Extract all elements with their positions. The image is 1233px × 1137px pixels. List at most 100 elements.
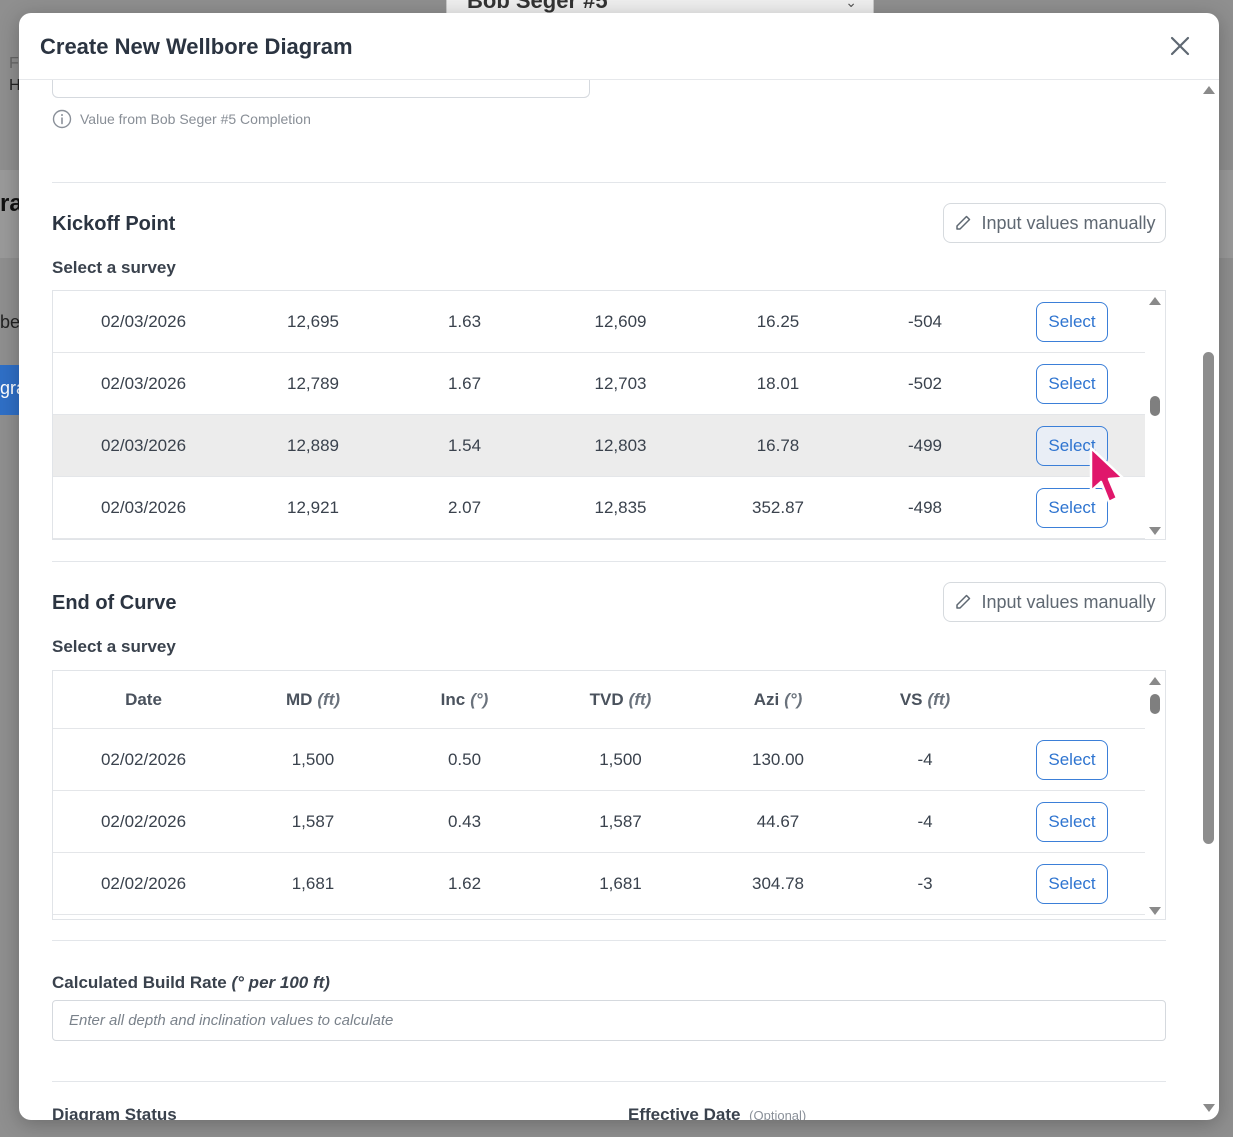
scrollbar-thumb[interactable] xyxy=(1150,694,1160,714)
table-row-hovered: 02/03/2026 12,889 1.54 12,803 16.78 -499… xyxy=(53,415,1146,477)
end-of-curve-survey-table[interactable]: Date MD (ft) Inc (°) TVD (ft) Azi (°) VS (ft)… xyxy=(52,670,1166,920)
select-button[interactable]: Select xyxy=(1036,801,1108,842)
column-header-label: MD xyxy=(285,689,313,709)
select-button[interactable]: Select xyxy=(1036,863,1108,904)
tvd-cell: 12,835 xyxy=(594,497,647,517)
action-cell: Select xyxy=(998,291,1146,352)
vs-cell: -502 xyxy=(907,373,943,393)
inc-cell: 2.07 xyxy=(447,497,482,517)
vs-cell: -3 xyxy=(917,873,933,893)
end-of-curve-input-manually-button[interactable]: Input values manually xyxy=(943,582,1166,622)
pencil-icon xyxy=(956,594,971,609)
vs-cell: -4 xyxy=(917,749,933,769)
vs-cell: -504 xyxy=(907,311,943,331)
tvd-cell: 12,703 xyxy=(594,373,647,393)
kickoff-point-title: Kickoff Point xyxy=(52,213,176,235)
build-rate-label: Calculated Build Rate (° per 100 ft) xyxy=(52,973,330,993)
chevron-down-icon: ⌄ xyxy=(845,0,857,10)
column-header-label: Date xyxy=(125,689,162,709)
date-cell: 02/03/2026 xyxy=(100,497,187,517)
azi-cell: 44.67 xyxy=(756,811,800,831)
azi-cell: 16.25 xyxy=(756,311,800,331)
column-header-unit: (°) xyxy=(784,689,803,709)
modal-scrollbar[interactable] xyxy=(1199,80,1219,1120)
md-cell: 1,587 xyxy=(291,811,335,831)
column-header-date: Date xyxy=(53,671,234,728)
background-strip-left xyxy=(0,170,20,258)
inc-cell: 0.50 xyxy=(447,749,482,769)
kickoff-table-scrollbar[interactable] xyxy=(1145,291,1165,539)
column-header-md: MD (ft) xyxy=(234,671,392,728)
md-cell: 12,695 xyxy=(287,311,339,331)
action-cell: Select xyxy=(998,853,1146,914)
select-button[interactable]: Select xyxy=(1036,487,1108,528)
select-button[interactable]: Select xyxy=(1036,425,1108,466)
tvd-cell: 1,681 xyxy=(599,873,642,893)
info-icon xyxy=(52,109,72,129)
select-button[interactable]: Select xyxy=(1036,739,1108,780)
divider xyxy=(52,940,1166,941)
azi-cell: 16.78 xyxy=(756,435,800,455)
column-header-unit: (ft) xyxy=(317,689,341,709)
date-cell: 02/03/2026 xyxy=(100,311,187,331)
scroll-up-arrow-icon[interactable] xyxy=(1149,677,1161,685)
kickoff-input-manually-button[interactable]: Input values manually xyxy=(943,203,1166,243)
column-header-label: Inc xyxy=(440,689,466,709)
select-button[interactable]: Select xyxy=(1036,301,1108,342)
table-header-row: Date MD (ft) Inc (°) TVD (ft) Azi (°) VS (ft) xyxy=(53,671,1146,729)
scrollbar-thumb[interactable] xyxy=(1203,352,1214,844)
scroll-down-arrow-icon[interactable] xyxy=(1203,1104,1215,1112)
effective-date-label-text: Effective Date xyxy=(628,1105,741,1120)
close-button[interactable] xyxy=(1167,33,1193,59)
build-rate-input[interactable] xyxy=(52,1000,1166,1041)
scroll-down-arrow-icon[interactable] xyxy=(1149,907,1161,915)
scroll-up-arrow-icon[interactable] xyxy=(1149,297,1161,305)
background-well-select: Bob Seger #5 ⌄ xyxy=(446,0,874,14)
scroll-down-arrow-icon[interactable] xyxy=(1149,527,1161,535)
info-hint: Value from Bob Seger #5 Completion xyxy=(52,109,311,129)
action-cell: Select xyxy=(998,791,1146,852)
table-row: 02/03/2026 12,789 1.67 12,703 18.01 -502… xyxy=(53,353,1146,415)
tvd-cell: 1,500 xyxy=(599,749,642,769)
tvd-cell: 12,803 xyxy=(594,435,647,455)
build-rate-unit: (° per 100 ft) xyxy=(231,973,330,992)
table-row: 02/02/2026 1,681 1.62 1,681 304.78 -3 Se… xyxy=(53,853,1146,915)
column-header-label: TVD xyxy=(589,689,624,709)
column-header-vs: VS (ft) xyxy=(852,671,998,728)
table-row: 02/03/2026 12,695 1.63 12,609 16.25 -504… xyxy=(53,291,1146,353)
background-button-fragment: gra xyxy=(0,365,20,415)
inc-cell: 0.43 xyxy=(447,811,482,831)
completion-value-input[interactable] xyxy=(52,80,590,98)
tvd-cell: 1,587 xyxy=(599,811,642,831)
inc-cell: 1.62 xyxy=(447,873,482,893)
md-cell: 12,889 xyxy=(287,435,339,455)
tvd-cell: 12,609 xyxy=(594,311,647,331)
end-of-curve-table-scrollbar[interactable] xyxy=(1145,671,1165,919)
select-button[interactable]: Select xyxy=(1036,363,1108,404)
date-cell: 02/03/2026 xyxy=(100,435,187,455)
modal-header: Create New Wellbore Diagram xyxy=(19,13,1219,80)
end-of-curve-input-manually-label: Input values manually xyxy=(981,591,1156,612)
scroll-up-arrow-icon[interactable] xyxy=(1203,86,1215,94)
azi-cell: 18.01 xyxy=(756,373,800,393)
column-header-inc: Inc (°) xyxy=(392,671,537,728)
md-cell: 12,789 xyxy=(287,373,339,393)
modal-body: Value from Bob Seger #5 Completion Kicko… xyxy=(19,80,1219,1120)
kickoff-survey-table[interactable]: 02/03/2026 12,695 1.63 12,609 16.25 -504… xyxy=(52,290,1166,540)
column-header-azi: Azi (°) xyxy=(704,671,852,728)
kickoff-select-survey-label: Select a survey xyxy=(52,258,176,277)
column-header-unit: (°) xyxy=(470,689,489,709)
action-cell: Select xyxy=(998,415,1146,476)
action-cell: Select xyxy=(998,477,1146,538)
inc-cell: 1.54 xyxy=(447,435,482,455)
date-cell: 02/02/2026 xyxy=(100,873,187,893)
background-well-select-text: Bob Seger #5 xyxy=(467,0,608,13)
pencil-icon xyxy=(956,215,971,230)
column-header-label: VS xyxy=(899,689,923,709)
column-header-label: Azi xyxy=(753,689,780,709)
create-wellbore-diagram-modal: Create New Wellbore Diagram Value from B… xyxy=(19,13,1219,1120)
background-letter-1: F xyxy=(9,55,19,72)
scrollbar-thumb[interactable] xyxy=(1150,396,1160,416)
vs-cell: -499 xyxy=(907,435,943,455)
vs-cell: -4 xyxy=(917,811,933,831)
